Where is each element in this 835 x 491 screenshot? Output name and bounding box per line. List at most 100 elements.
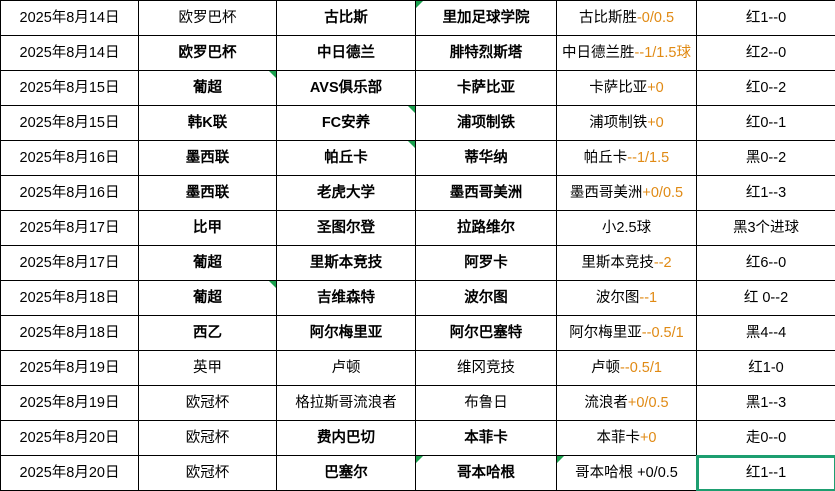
cell-league[interactable]: 韩K联 [138,105,277,141]
cell-handicap[interactable]: 波尔图--1 [556,280,697,316]
cell-league[interactable]: 葡超 [138,280,277,316]
cell-league[interactable]: 欧冠杯 [138,455,277,491]
cell-away-team[interactable]: 腓特烈斯塔 [415,35,557,71]
cell-league[interactable]: 欧罗巴杯 [138,35,277,71]
handicap-text: 本菲卡 [596,429,640,446]
cell-result[interactable]: 红6--0 [696,245,835,281]
cell-away-team[interactable]: 布鲁日 [415,385,557,421]
cell-handicap[interactable]: 卢顿--0.5/1 [556,350,697,386]
cell-league[interactable]: 欧冠杯 [138,385,277,421]
cell-away-team[interactable]: 波尔图 [415,280,557,316]
cell-result[interactable]: 红1-0 [696,350,835,386]
cell-date[interactable]: 2025年8月16日 [0,175,139,211]
cell-result[interactable]: 红1--1 [695,454,835,491]
handicap-value: +0/0.5 [627,394,669,411]
cell-home-team[interactable]: 阿尔梅里亚 [276,315,416,351]
cell-date[interactable]: 2025年8月16日 [0,140,139,176]
cell-date[interactable]: 2025年8月19日 [0,385,139,421]
cell-home-team[interactable]: 古比斯 [276,0,416,36]
handicap-value: +0 [647,114,664,131]
cell-handicap[interactable]: 古比斯胜-0/0.5 [556,0,697,36]
cell-home-team[interactable]: AVS俱乐部 [276,70,416,106]
cell-away-team[interactable]: 哥本哈根 [415,455,557,491]
cell-home-team[interactable]: 巴塞尔 [276,455,416,491]
cell-home-team[interactable]: 圣图尔登 [276,210,416,246]
cell-handicap[interactable]: 中日德兰胜--1/1.5球 [556,35,697,71]
handicap-value: --1 [639,289,658,306]
cell-league[interactable]: 西乙 [138,315,277,351]
cell-home-team[interactable]: 中日德兰 [276,35,416,71]
handicap-value: --0.5/1 [620,359,662,376]
cell-away-team[interactable]: 蒂华纳 [415,140,557,176]
cell-handicap[interactable]: 墨西哥美洲+0/0.5 [556,175,697,211]
table-row: 2025年8月18日 葡超 吉维森特 波尔图 波尔图--1 红 0--2 [0,280,835,316]
cell-away-team[interactable]: 墨西哥美洲 [415,175,557,211]
cell-home-team[interactable]: FC安养 [276,105,416,141]
cell-league[interactable]: 葡超 [138,245,277,281]
cell-date[interactable]: 2025年8月18日 [0,315,139,351]
cell-handicap[interactable]: 卡萨比亚+0 [556,70,697,106]
handicap-text: 中日德兰胜 [562,44,635,61]
cell-away-team[interactable]: 浦项制铁 [415,105,557,141]
handicap-text: 卡萨比亚 [589,79,648,96]
cell-away-team[interactable]: 阿罗卡 [415,245,557,281]
cell-result[interactable]: 走0--0 [696,420,835,456]
cell-league[interactable]: 墨西联 [138,140,277,176]
handicap-text: 浦项制铁 [589,114,648,131]
cell-date[interactable]: 2025年8月14日 [0,0,139,36]
cell-home-team[interactable]: 里斯本竞技 [276,245,416,281]
cell-result[interactable]: 红 0--2 [696,280,835,316]
cell-league[interactable]: 葡超 [138,70,277,106]
cell-date[interactable]: 2025年8月17日 [0,210,139,246]
cell-handicap[interactable]: 里斯本竞技--2 [556,245,697,281]
cell-league[interactable]: 墨西联 [138,175,277,211]
cell-league[interactable]: 欧罗巴杯 [138,0,277,36]
cell-result[interactable]: 黑1--3 [696,385,835,421]
cell-date[interactable]: 2025年8月20日 [0,420,139,456]
cell-league[interactable]: 比甲 [138,210,277,246]
cell-away-team[interactable]: 阿尔巴塞特 [415,315,557,351]
cell-result[interactable]: 红0--2 [696,70,835,106]
cell-date[interactable]: 2025年8月19日 [0,350,139,386]
cell-home-team[interactable]: 老虎大学 [276,175,416,211]
cell-home-team[interactable]: 卢顿 [276,350,416,386]
comment-marker-icon [557,456,564,463]
cell-date[interactable]: 2025年8月18日 [0,280,139,316]
cell-league[interactable]: 英甲 [138,350,277,386]
cell-handicap[interactable]: 流浪者+0/0.5 [556,385,697,421]
cell-home-team[interactable]: 费内巴切 [276,420,416,456]
cell-handicap[interactable]: 帕丘卡--1/1.5 [556,140,697,176]
cell-result[interactable]: 黑4--4 [696,315,835,351]
cell-home-team[interactable]: 帕丘卡 [276,140,416,176]
handicap-text: 帕丘卡 [583,149,628,166]
cell-away-team[interactable]: 本菲卡 [415,420,557,456]
cell-date[interactable]: 2025年8月17日 [0,245,139,281]
cell-away-team[interactable]: 卡萨比亚 [415,70,557,106]
cell-home-team[interactable]: 格拉斯哥流浪者 [276,385,416,421]
cell-result[interactable]: 红2--0 [696,35,835,71]
cell-handicap[interactable]: 本菲卡+0 [556,420,697,456]
cell-result[interactable]: 红0--1 [696,105,835,141]
cell-away-team[interactable]: 里加足球学院 [415,0,557,36]
cell-result[interactable]: 黑0--2 [696,140,835,176]
cell-date[interactable]: 2025年8月15日 [0,70,139,106]
cell-home-team[interactable]: 吉维森特 [276,280,416,316]
cell-result[interactable]: 红1--3 [696,175,835,211]
handicap-value: --1/1.5球 [634,44,691,61]
cell-date[interactable]: 2025年8月14日 [0,35,139,71]
cell-handicap[interactable]: 小2.5球 [556,210,697,246]
cell-date[interactable]: 2025年8月20日 [0,455,139,491]
cell-result[interactable]: 红1--0 [696,0,835,36]
cell-away-team[interactable]: 拉路维尔 [415,210,557,246]
cell-away-team[interactable]: 维冈竞技 [415,350,557,386]
cell-handicap[interactable]: 哥本哈根 +0/0.5 [556,455,697,491]
cell-date[interactable]: 2025年8月15日 [0,105,139,141]
cell-handicap[interactable]: 阿尔梅里亚--0.5/1 [556,315,697,351]
table-row: 2025年8月17日 葡超 里斯本竞技 阿罗卡 里斯本竞技--2 红6--0 [0,245,835,281]
cell-league[interactable]: 欧冠杯 [138,420,277,456]
handicap-value: --1/1.5 [627,149,670,166]
cell-result[interactable]: 黑3个进球 [696,210,835,246]
cell-handicap[interactable]: 浦项制铁+0 [556,105,697,141]
